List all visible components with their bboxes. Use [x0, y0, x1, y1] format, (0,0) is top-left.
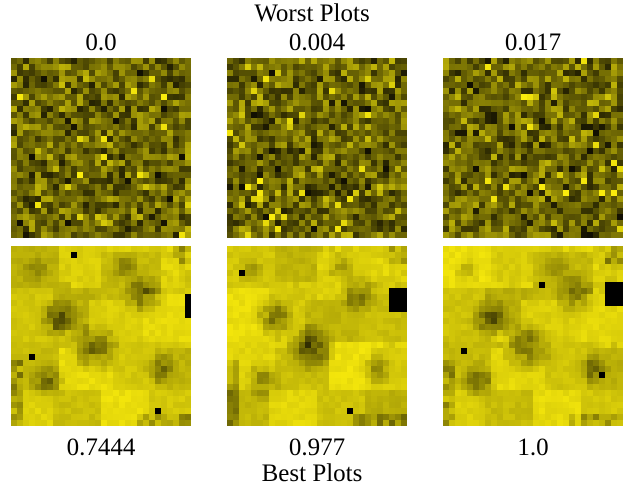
best-plot-1	[11, 246, 191, 426]
best-plot-3	[443, 246, 623, 426]
best-label-3: 1.0	[517, 434, 549, 461]
best-plot-2	[227, 246, 407, 426]
worst-plots-title: Worst Plots	[254, 0, 370, 27]
worst-plot-1	[11, 58, 191, 238]
worst-label-2: 0.004	[288, 29, 346, 56]
best-plots-title: Best Plots	[261, 460, 363, 487]
worst-plot-3	[443, 58, 623, 238]
best-label-2: 0.977	[288, 434, 346, 461]
worst-plot-2	[227, 58, 407, 238]
best-label-1: 0.7444	[66, 434, 136, 461]
worst-label-3: 0.017	[504, 29, 562, 56]
worst-label-1: 0.0	[85, 29, 117, 56]
